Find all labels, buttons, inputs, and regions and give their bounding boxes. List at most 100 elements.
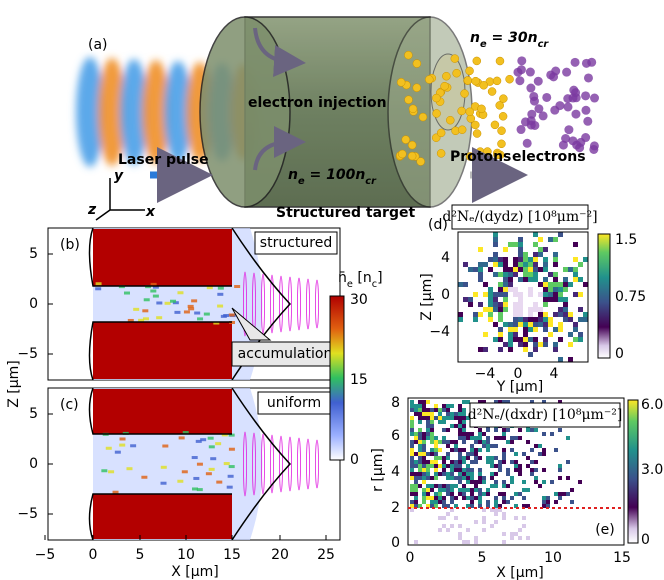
density-patch [101, 469, 107, 472]
pixel [434, 448, 438, 452]
pixel [410, 424, 414, 428]
pixel [414, 484, 418, 488]
pixel [438, 500, 442, 504]
pixel [450, 448, 454, 452]
density-patch [165, 302, 171, 305]
pixel [430, 412, 434, 416]
pixel [422, 464, 426, 468]
proton [419, 113, 427, 121]
pixel [503, 287, 508, 292]
density-patch [95, 287, 101, 290]
pixel [583, 282, 588, 287]
pixel [466, 472, 470, 476]
proton [413, 84, 421, 92]
pixel [498, 337, 503, 342]
pixel [458, 424, 462, 428]
pixel [528, 352, 533, 357]
pixel [426, 436, 430, 440]
electron [563, 94, 572, 103]
target-top [93, 229, 232, 286]
pixel [414, 408, 418, 412]
pixel [490, 444, 494, 448]
pixel [570, 488, 574, 492]
pixel [510, 532, 514, 536]
pixel [450, 424, 454, 428]
pixel [446, 444, 450, 448]
pixel [528, 307, 533, 312]
pixel [543, 247, 548, 252]
pixel [474, 456, 478, 460]
density-patch [192, 456, 198, 459]
pixel [410, 468, 414, 472]
pixel [526, 456, 530, 460]
pixel [470, 468, 474, 472]
density-patch [209, 445, 215, 448]
proton [409, 105, 417, 113]
pixel [442, 428, 446, 432]
pixel [508, 277, 513, 282]
pixel [518, 464, 522, 468]
panel-label: (b) [60, 237, 80, 253]
pixel [478, 267, 483, 272]
pixel [478, 312, 483, 317]
pixel [494, 456, 498, 460]
annotation: Protons [450, 149, 511, 165]
pixel [426, 424, 430, 428]
pixel [430, 436, 434, 440]
proton [397, 78, 405, 86]
pixel [410, 440, 414, 444]
pixel [418, 444, 422, 448]
pixel [462, 496, 466, 500]
pixel [458, 488, 462, 492]
pixel [490, 524, 494, 528]
pixel [418, 420, 422, 424]
pixel [463, 297, 468, 302]
proton [446, 116, 454, 124]
pixel [426, 460, 430, 464]
pixel [508, 267, 513, 272]
pixel [502, 480, 506, 484]
pixel [558, 468, 562, 472]
pixel [414, 432, 418, 436]
proton [488, 88, 496, 96]
electron [534, 104, 543, 113]
pixel [474, 448, 478, 452]
density-patch [210, 457, 216, 460]
colorbar-tick: 30 [350, 292, 368, 308]
pixel [418, 452, 422, 456]
pixel [568, 342, 573, 347]
annotation: accumulation [238, 346, 333, 362]
pixel [458, 408, 462, 412]
pixel [506, 428, 510, 432]
pixel [494, 428, 498, 432]
electron [564, 102, 573, 111]
pixel [422, 404, 426, 408]
pixel [410, 484, 414, 488]
pixel [442, 416, 446, 420]
pixel [414, 472, 418, 476]
pixel [518, 252, 523, 257]
pixel [414, 492, 418, 496]
y-tick-label: 5 [29, 246, 38, 262]
pixel [454, 448, 458, 452]
pixel [418, 456, 422, 460]
pixel [474, 440, 478, 444]
pixel [442, 524, 446, 528]
pixel [578, 307, 583, 312]
pixel [478, 440, 482, 444]
pixel [488, 317, 493, 322]
pixel [518, 277, 523, 282]
pixel [530, 428, 534, 432]
pixel [450, 500, 454, 504]
proton [432, 94, 440, 102]
y-tick-label: 0 [391, 535, 400, 551]
pixel [446, 428, 450, 432]
pixel [522, 452, 526, 456]
pixel [510, 440, 514, 444]
pixel [426, 432, 430, 436]
pixel [446, 456, 450, 460]
pixel [454, 476, 458, 480]
pixel [490, 484, 494, 488]
axis-label: r [μm] [370, 448, 386, 492]
pixel [474, 536, 478, 540]
